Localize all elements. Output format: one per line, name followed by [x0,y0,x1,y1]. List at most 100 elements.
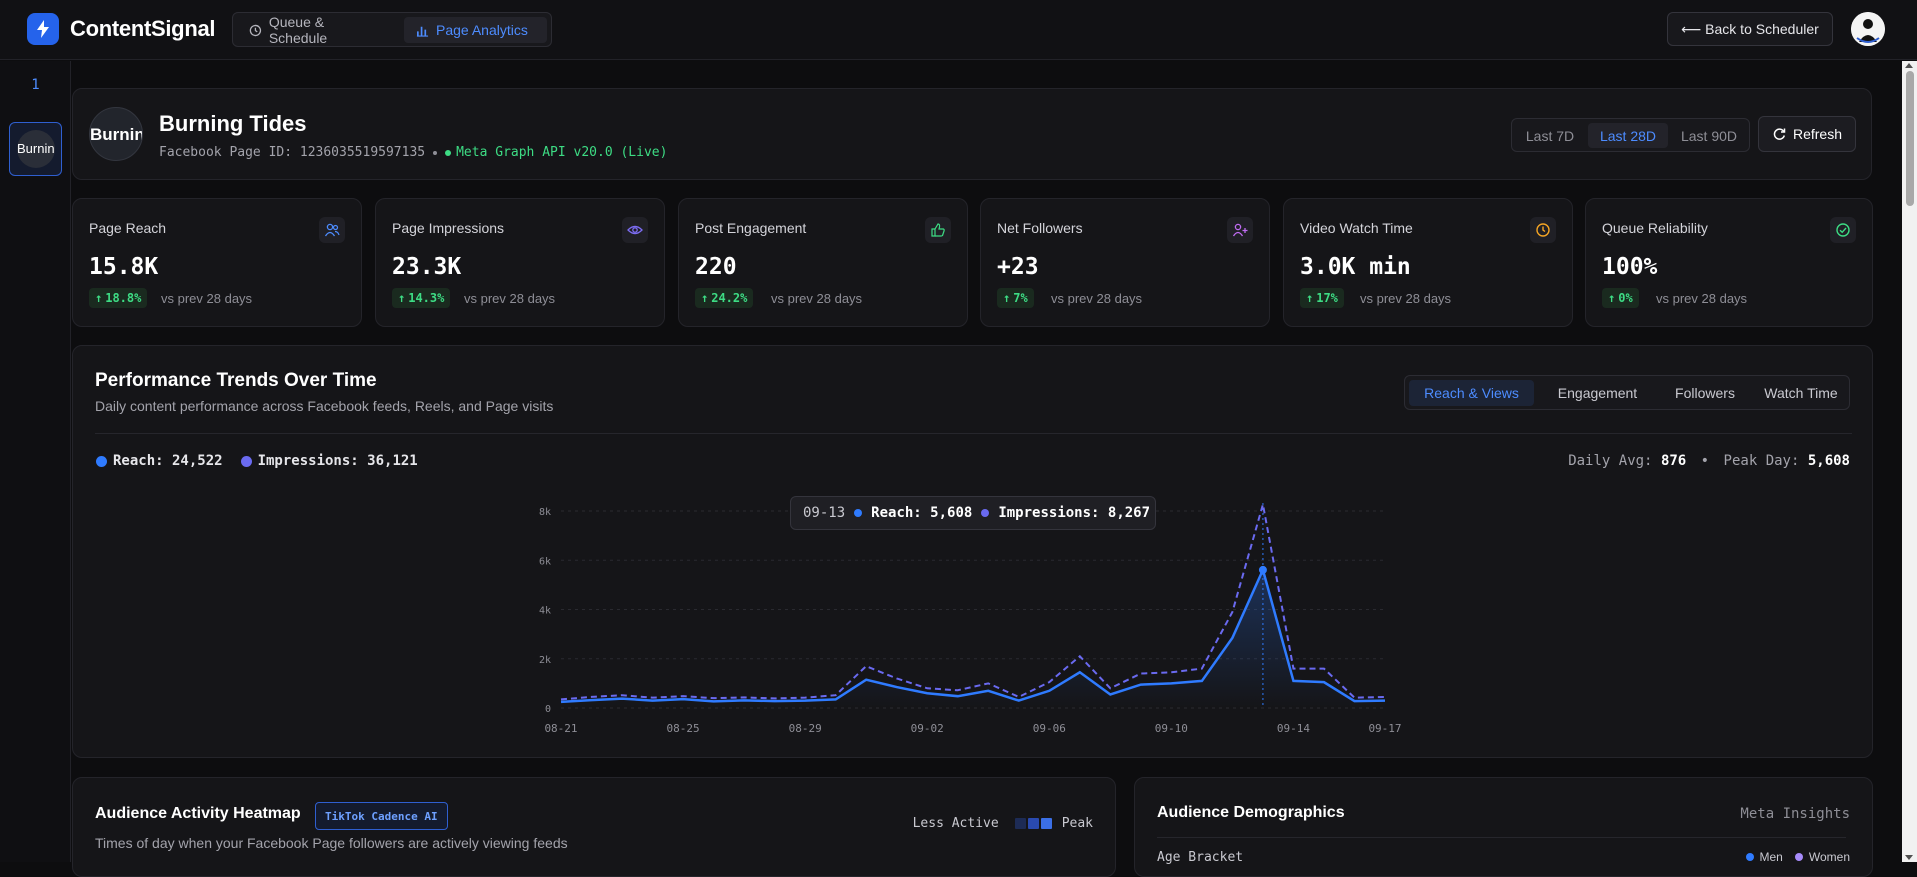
scroll-up-arrow-icon[interactable] [1905,63,1913,68]
arrow-up-icon: ↑ [1306,291,1314,305]
arrow-up-icon: ↑ [1003,291,1011,305]
api-status-label: Meta Graph API v20.0 (Live) [456,145,668,160]
stat-label: Page Impressions [392,220,505,236]
heatmap-legend-high: Peak [1061,816,1093,831]
lightning-logo-icon[interactable] [27,13,59,45]
sidebar-page-burning-tides[interactable]: Burning [9,122,62,176]
y-tick-label: 4k [539,606,551,617]
sidebar-page-avatar: Burning [17,130,55,168]
stat-delta: ↑ 14.3% [392,288,451,308]
demographics-source: Meta Insights [1740,806,1850,822]
legend-impressions-swatch [240,455,252,467]
stat-label: Post Engagement [695,220,807,236]
stat-card-net-followers: Net Followers +23 ↑ 7% vs prev 28 days [980,198,1270,327]
impressions-line [560,504,1386,701]
scroll-thumb[interactable] [1906,71,1914,206]
heatmap-title: Audience Activity Heatmap [95,805,301,822]
y-tick-label: 8k [539,507,551,518]
top-bar: ContentSignal Queue & Schedule Page Anal… [0,0,1917,60]
stat-compare: vs prev 28 days [1360,291,1452,306]
arrow-up-icon: ↑ [95,291,103,305]
stat-delta: ↑ 18.8% [89,288,148,308]
avg-value: 876 [1660,453,1687,469]
page-scrollbar[interactable] [1902,61,1917,862]
meta-separator-dot [433,150,438,155]
thumbs-up-icon [925,217,951,243]
tab-queue-schedule-label: Queue & Schedule [268,14,328,46]
tab-page-analytics[interactable]: Page Analytics [404,17,547,43]
legend-impressions-label: Impressions: 36,121 [257,453,418,469]
refresh-icon [1773,128,1786,140]
legend-men-swatch [1745,853,1754,861]
trends-title: Performance Trends Over Time [95,370,377,391]
tooltip-date: 09-13 [803,505,846,521]
stat-value: 100% [1602,254,1658,280]
main-nav-tabs: Queue & Schedule Page Analytics [232,12,552,47]
chart-legend: Reach: 24,522 Impressions: 36,121 [96,453,418,469]
tooltip-impressions-dot [981,509,990,517]
heatmap-badge: TikTok Cadence AI [315,802,448,830]
legend-women-label: Women [1808,850,1850,864]
stat-label: Net Followers [997,220,1083,236]
stat-delta-value: 17% [1316,291,1338,305]
live-status-dot [445,149,452,156]
tooltip-reach: Reach: 5,608 [871,505,973,521]
trends-subtitle: Daily content performance across Faceboo… [95,398,554,414]
range-last-90d[interactable]: Last 90D [1680,127,1738,144]
bar-chart-icon [416,26,429,37]
reach-highlight-point [1258,565,1267,574]
tab-engagement[interactable]: Engagement [1557,385,1638,401]
range-last-7d[interactable]: Last 7D [1525,127,1575,144]
tab-followers[interactable]: Followers [1675,385,1735,401]
range-last-28d[interactable]: Last 28D [1588,123,1668,148]
api-status: Meta Graph API v20.0 (Live) [445,145,667,160]
legend-reach-label: Reach: 24,522 [113,453,223,469]
arrow-up-icon: ↑ [1608,291,1616,305]
page-id: Facebook Page ID: 1236035519597135 [159,145,426,160]
legend-men-label: Men [1759,850,1783,864]
arrow-up-icon: ↑ [701,291,709,305]
x-tick-label: 09-02 [911,722,944,735]
legend-impressions[interactable]: Impressions: 36,121 [240,453,418,469]
stat-card-page-reach: Page Reach 15.8K ↑ 18.8% vs prev 28 days [72,198,362,327]
tab-page-analytics-label: Page Analytics [436,22,528,38]
demographics-legend: Men Women [1745,850,1850,864]
legend-reach-swatch [96,455,107,467]
clock-icon [249,24,262,36]
page-count: 1 [31,77,40,93]
performance-trends-card: Performance Trends Over Time Daily conte… [72,345,1873,758]
arrow-up-icon: ↑ [398,291,406,305]
legend-reach[interactable]: Reach: 24,522 [96,453,223,469]
chart-summary: Daily Avg: 876 • Peak Day: 5,608 [1568,453,1850,469]
scroll-down-arrow-icon[interactable] [1905,855,1913,860]
stat-delta-value: 7% [1013,291,1028,305]
check-circle-icon [1830,217,1856,243]
audience-heatmap-card: Audience Activity Heatmap TikTok Cadence… [72,777,1116,877]
stat-compare: vs prev 28 days [1051,291,1143,306]
trends-divider [95,433,1852,434]
stat-delta-value: 18.8% [105,291,142,305]
chart-tooltip: 09-13 Reach: 5,608 Impressions: 8,267 [790,496,1156,530]
refresh-button[interactable]: Refresh [1758,116,1856,152]
stat-value: +23 [997,254,1039,280]
demographics-divider [1157,837,1846,838]
stat-delta-value: 14.3% [408,291,445,305]
page-meta: Facebook Page ID: 1236035519597135 Meta … [159,145,667,160]
tab-watch-time[interactable]: Watch Time [1764,385,1838,401]
back-to-scheduler-button[interactable]: ⟵ Back to Scheduler [1667,12,1833,46]
heatmap-legend: Less Active Peak [913,816,1093,831]
heatmap-legend-low: Less Active [912,816,999,831]
user-avatar[interactable] [1851,12,1885,46]
tooltip-reach-dot [854,509,863,517]
stat-value: 220 [695,254,737,280]
tab-reach-views[interactable]: Reach & Views [1409,380,1534,406]
reach-area [561,569,1385,708]
stat-delta: ↑ 24.2% [695,288,754,308]
date-range-selector: Last 7D Last 28D Last 90D [1511,118,1750,152]
trends-line-chart[interactable]: 0 2k 4k 6k 8k 08-21 08-25 08-29 09-02 09-06 09-10 0… [530,495,1410,740]
stat-label: Page Reach [89,220,167,236]
refresh-label: Refresh [1792,126,1843,142]
tab-queue-schedule[interactable]: Queue & Schedule [237,14,397,46]
demographics-title: Audience Demographics [1157,804,1345,821]
page-title: Burning Tides [159,111,307,136]
